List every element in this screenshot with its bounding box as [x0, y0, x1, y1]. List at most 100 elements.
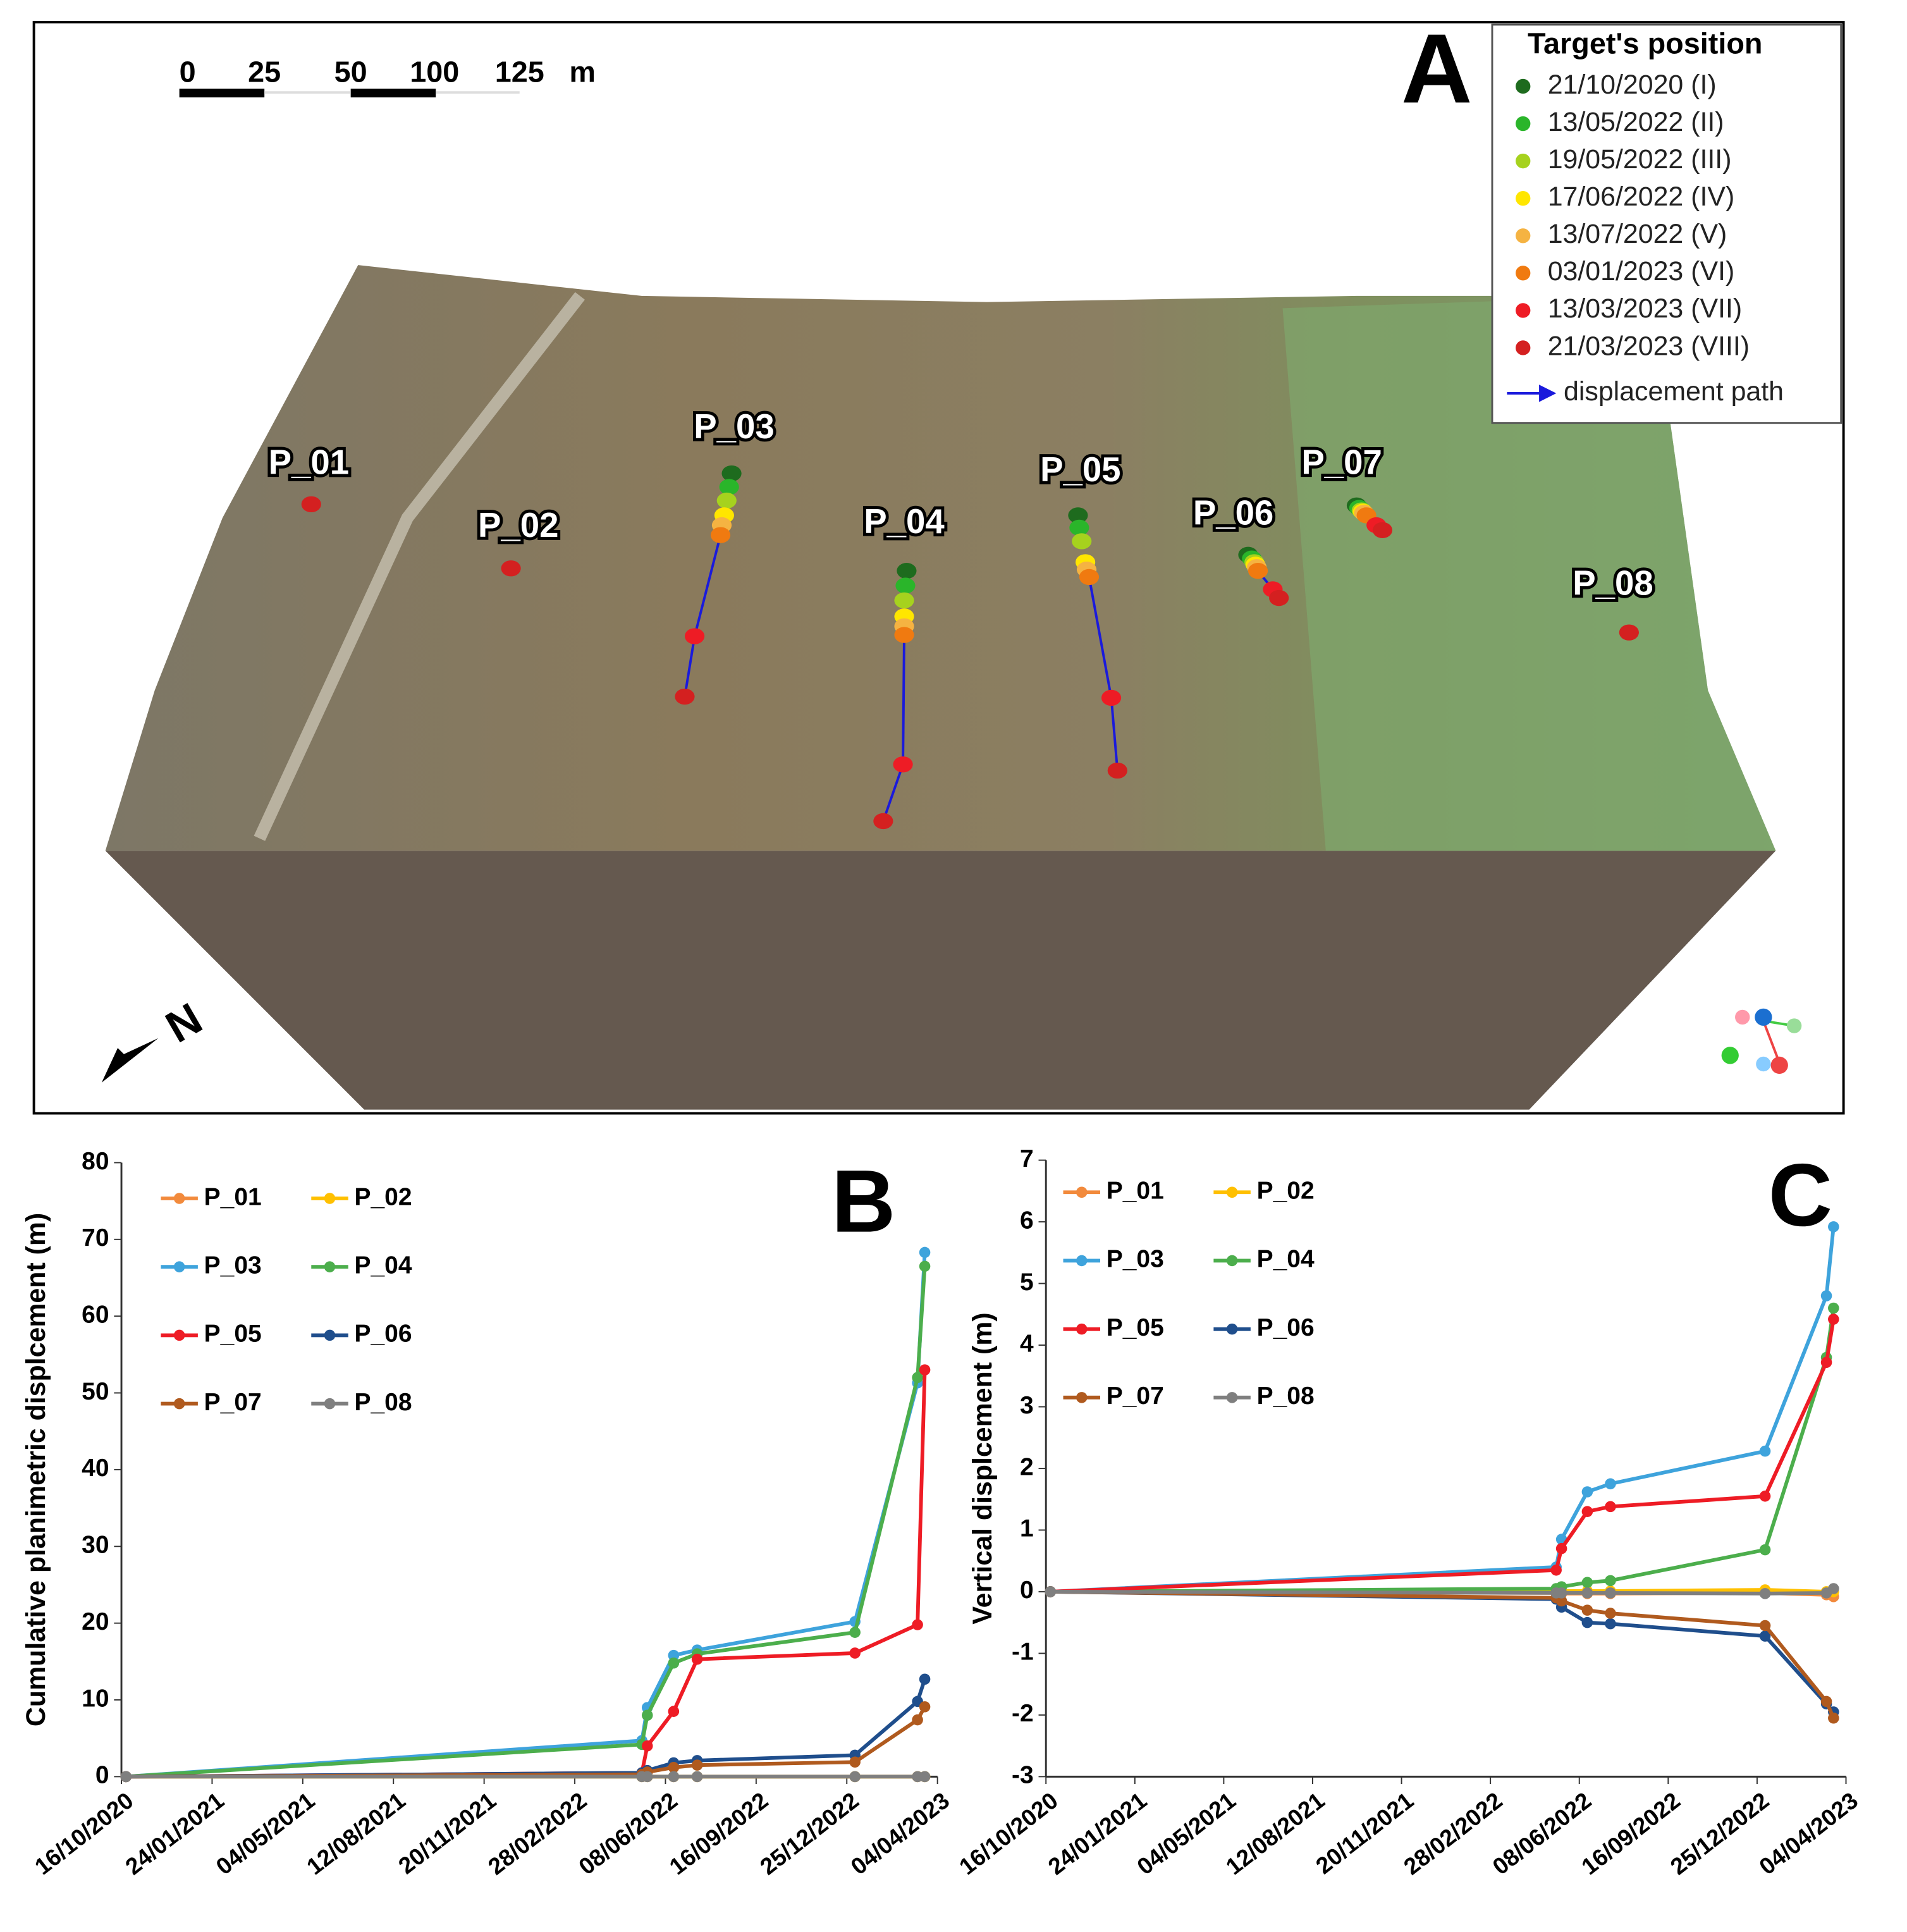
x-tick-label: 16/10/2020 — [30, 1787, 138, 1880]
data-point — [1759, 1620, 1771, 1632]
legend-marker — [173, 1329, 185, 1341]
target-label: P_07 — [1301, 443, 1382, 481]
data-point — [1820, 1290, 1832, 1301]
scale-label: 100 — [410, 55, 459, 88]
x-tick-label: 08/06/2022 — [1487, 1787, 1596, 1880]
legend-marker — [1226, 1186, 1238, 1198]
y-tick-label: -1 — [1012, 1639, 1034, 1666]
y-axis-label: Vertical displcement (m) — [967, 1312, 998, 1624]
x-tick-label: 16/09/2022 — [664, 1787, 773, 1880]
legend-marker — [1516, 266, 1531, 281]
series-line — [1050, 1308, 1836, 1594]
legend-label: P_05 — [204, 1320, 262, 1348]
data-point — [1555, 1595, 1567, 1607]
legend-marker — [1226, 1323, 1238, 1335]
legend-marker — [1076, 1255, 1088, 1267]
legend-marker — [1226, 1392, 1238, 1403]
legend-marker — [1516, 116, 1531, 132]
y-tick-label: 7 — [1020, 1145, 1034, 1172]
y-tick-label: 50 — [82, 1378, 109, 1405]
y-tick-label: 1 — [1020, 1515, 1034, 1542]
y-axis-label: Cumulative planimetric displcement (m) — [21, 1213, 51, 1726]
x-tick-label: 16/10/2020 — [954, 1787, 1063, 1880]
legend-label: displacement path — [1564, 376, 1784, 407]
gizmo-dot — [1786, 1018, 1802, 1033]
data-point — [919, 1260, 931, 1272]
legend-marker — [324, 1398, 336, 1410]
legend-label: P_06 — [355, 1320, 412, 1348]
data-point — [1581, 1587, 1593, 1599]
target-marker — [893, 756, 913, 773]
data-point — [1605, 1501, 1616, 1513]
map-layer: 0 25 50 100 125 m P_01 P_02 P_03 P_04 P_05 P_06 P_07… — [179, 55, 1657, 830]
x-tick-label: 12/08/2021 — [302, 1787, 410, 1880]
data-point — [1820, 1695, 1832, 1707]
y-tick-label: 5 — [1020, 1269, 1034, 1296]
target-marker — [675, 688, 695, 705]
data-point — [691, 1759, 703, 1771]
legend-label: P_01 — [1107, 1178, 1164, 1205]
data-point — [1581, 1577, 1593, 1589]
y-tick-label: 3 — [1020, 1392, 1034, 1419]
data-point — [1759, 1588, 1771, 1599]
data-point — [1581, 1506, 1593, 1517]
legend-marker — [1516, 190, 1531, 206]
grass-area — [1282, 295, 1776, 851]
data-point — [1828, 1314, 1839, 1325]
data-point — [1581, 1486, 1593, 1498]
data-point — [1605, 1618, 1616, 1630]
gizmo-dot — [1721, 1047, 1739, 1064]
target-label: P_06 — [1193, 493, 1273, 532]
legend-label: P_05 — [1107, 1314, 1164, 1341]
legend-marker — [173, 1193, 185, 1204]
legend-marker — [324, 1261, 336, 1272]
data-point — [691, 1653, 703, 1665]
data-point — [668, 1762, 680, 1773]
data-point — [1605, 1575, 1616, 1587]
target-marker — [710, 527, 731, 543]
target-label: P_08 — [1573, 563, 1653, 602]
legend-marker — [1516, 228, 1531, 243]
target-marker — [721, 465, 742, 482]
legend-label: P_08 — [355, 1389, 412, 1416]
legend-marker — [324, 1193, 336, 1204]
scale-label: 50 — [334, 55, 367, 88]
north-arrow-head — [101, 1038, 159, 1083]
data-point — [668, 1706, 680, 1717]
data-point — [919, 1771, 931, 1783]
x-tick-label: 20/11/2021 — [393, 1787, 501, 1879]
target-marker — [1107, 762, 1127, 779]
target-marker — [1619, 624, 1639, 641]
y-tick-label: 30 — [82, 1532, 109, 1559]
target-marker — [301, 496, 321, 513]
legend-marker — [1516, 153, 1531, 169]
target-marker — [716, 492, 737, 509]
x-tick-label: 25/12/2022 — [755, 1787, 864, 1880]
data-point — [668, 1657, 680, 1669]
map-legend-title: Target's position — [1528, 27, 1763, 59]
legend-marker — [1516, 340, 1531, 355]
data-point — [849, 1771, 861, 1783]
target-marker — [1269, 589, 1289, 606]
y-tick-label: 6 — [1020, 1207, 1034, 1234]
data-point — [1555, 1587, 1567, 1599]
panel-label: B — [831, 1152, 895, 1251]
target-marker — [1079, 569, 1100, 586]
data-point — [1759, 1445, 1771, 1457]
legend-label: P_06 — [1257, 1314, 1315, 1341]
target-marker — [1101, 689, 1122, 706]
legend-marker — [324, 1329, 336, 1341]
legend-path-arrow — [1539, 385, 1557, 402]
y-tick-label: 40 — [82, 1455, 109, 1482]
legend-label: P_02 — [355, 1183, 412, 1210]
legend-label: 19/05/2022 (III) — [1548, 144, 1732, 175]
axis-gizmo — [1721, 1008, 1802, 1074]
legend-marker — [1516, 303, 1531, 318]
y-tick-label: -3 — [1012, 1762, 1034, 1789]
y-tick-label: 10 — [82, 1685, 109, 1712]
x-tick-label: 25/12/2022 — [1665, 1787, 1774, 1880]
legend-label: P_04 — [355, 1252, 412, 1279]
y-tick-label: 70 — [82, 1224, 109, 1252]
